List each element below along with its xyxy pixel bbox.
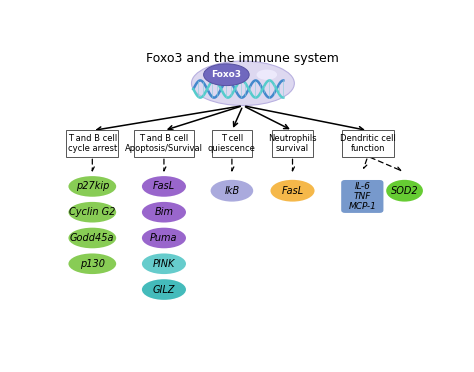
Text: T and B cell
Apoptosis/Survival: T and B cell Apoptosis/Survival bbox=[125, 134, 203, 153]
FancyBboxPatch shape bbox=[66, 130, 118, 157]
Text: Puma: Puma bbox=[150, 233, 178, 243]
Ellipse shape bbox=[204, 64, 249, 86]
Ellipse shape bbox=[68, 202, 116, 222]
Text: Foxo3: Foxo3 bbox=[211, 70, 241, 79]
Ellipse shape bbox=[210, 180, 253, 202]
Ellipse shape bbox=[142, 202, 186, 222]
Text: FasL: FasL bbox=[153, 182, 175, 192]
Ellipse shape bbox=[142, 228, 186, 248]
FancyBboxPatch shape bbox=[134, 130, 193, 157]
Text: Foxo3 and the immune system: Foxo3 and the immune system bbox=[146, 52, 339, 65]
Text: Godd45a: Godd45a bbox=[70, 233, 115, 243]
FancyBboxPatch shape bbox=[211, 130, 252, 157]
Text: Dendritic cell
function: Dendritic cell function bbox=[340, 134, 396, 153]
Text: PINK: PINK bbox=[153, 259, 175, 269]
Ellipse shape bbox=[386, 180, 423, 202]
FancyBboxPatch shape bbox=[342, 130, 394, 157]
FancyBboxPatch shape bbox=[341, 180, 383, 213]
Text: FasL: FasL bbox=[282, 186, 303, 196]
Text: IL-6
TNF
MCP-1: IL-6 TNF MCP-1 bbox=[348, 182, 376, 211]
Text: GILZ: GILZ bbox=[153, 285, 175, 295]
Text: T cell
quiescence: T cell quiescence bbox=[208, 134, 256, 153]
Text: T and B cell
cycle arrest: T and B cell cycle arrest bbox=[68, 134, 117, 153]
Text: Bim: Bim bbox=[155, 207, 173, 217]
Ellipse shape bbox=[142, 253, 186, 274]
Text: Neutrophils
survival: Neutrophils survival bbox=[268, 134, 317, 153]
Ellipse shape bbox=[256, 70, 277, 80]
Text: SOD2: SOD2 bbox=[391, 186, 419, 196]
Ellipse shape bbox=[142, 279, 186, 300]
Ellipse shape bbox=[68, 253, 116, 274]
Text: Cyclin G2: Cyclin G2 bbox=[69, 207, 116, 217]
Ellipse shape bbox=[191, 61, 294, 106]
Ellipse shape bbox=[68, 228, 116, 248]
Text: IkB: IkB bbox=[224, 186, 239, 196]
Text: p130: p130 bbox=[80, 259, 105, 269]
Text: p27kip: p27kip bbox=[76, 182, 109, 192]
Ellipse shape bbox=[142, 176, 186, 197]
Ellipse shape bbox=[68, 176, 116, 197]
FancyBboxPatch shape bbox=[272, 130, 313, 157]
Ellipse shape bbox=[271, 180, 315, 202]
